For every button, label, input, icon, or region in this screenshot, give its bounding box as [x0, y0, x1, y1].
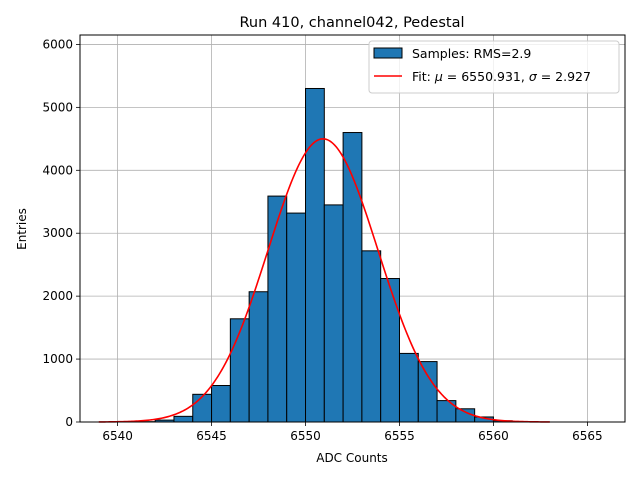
- x-axis-ticks: 6540 6545 6550 6555 6560 6565: [102, 422, 603, 443]
- y-tick-label: 1000: [42, 352, 73, 366]
- histogram-bar: [323, 204, 344, 423]
- legend-histogram-label: Samples: RMS=2.9: [412, 46, 531, 61]
- x-tick-label: 6550: [290, 429, 321, 443]
- y-tick-label: 0: [65, 415, 73, 429]
- x-tick-label: 6565: [572, 429, 603, 443]
- histogram-bar: [173, 415, 194, 423]
- histogram-bar: [398, 352, 419, 423]
- x-tick-label: 6545: [196, 429, 227, 443]
- histogram-bar: [286, 212, 307, 423]
- chart-title: Run 410, channel042, Pedestal: [239, 15, 464, 31]
- plot-frame: [79, 34, 626, 423]
- legend-box: [368, 40, 620, 94]
- y-tick-label: 5000: [42, 100, 73, 114]
- legend-fit-label: Fit: μ = 6550.931, σ = 2.927: [412, 69, 591, 84]
- x-tick-label: 6540: [102, 429, 133, 443]
- x-tick-label: 6555: [384, 429, 415, 443]
- histogram-bar: [229, 318, 250, 423]
- legend: Samples: RMS=2.9 Fit: μ = 6550.931, σ = …: [368, 40, 620, 94]
- histogram-bar: [192, 393, 213, 423]
- histogram-bar: [248, 291, 269, 423]
- y-tick-label: 3000: [42, 226, 73, 240]
- histogram-bar: [380, 278, 400, 423]
- histogram-bar: [417, 361, 438, 423]
- x-axis-label: ADC Counts: [316, 451, 388, 465]
- x-tick-label: 6560: [478, 429, 509, 443]
- y-axis-ticks: 0 1000 2000 3000 4000 5000 6000: [42, 37, 80, 429]
- y-tick-label: 2000: [42, 289, 73, 303]
- y-tick-label: 6000: [42, 37, 73, 51]
- legend-histogram-swatch: [373, 47, 403, 59]
- fit-curve-group: [98, 138, 550, 423]
- y-axis-label: Entries: [15, 208, 29, 250]
- histogram-bar: [361, 250, 382, 423]
- histogram-bar: [211, 385, 231, 423]
- y-tick-label: 4000: [42, 163, 73, 177]
- fit-curve: [98, 138, 550, 423]
- histogram-bar: [267, 195, 288, 423]
